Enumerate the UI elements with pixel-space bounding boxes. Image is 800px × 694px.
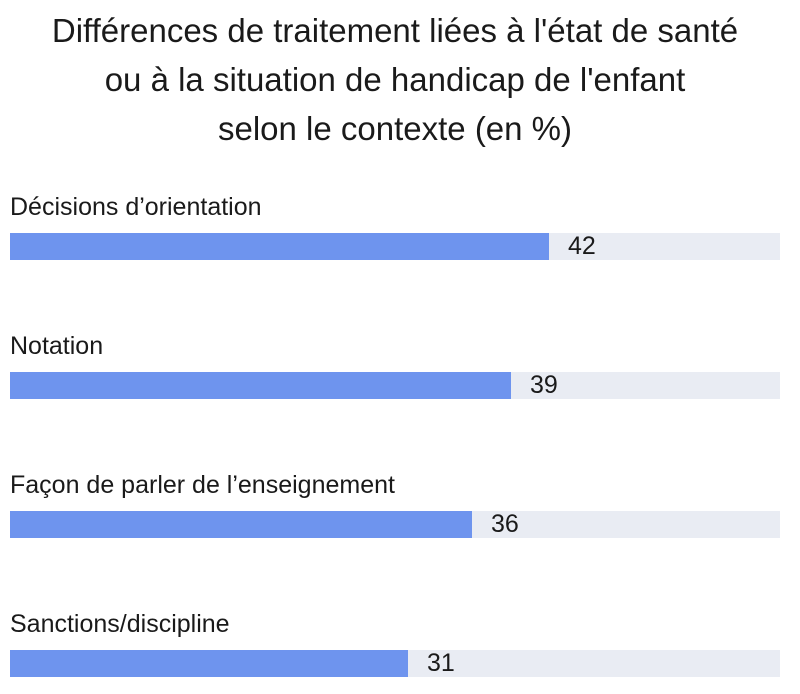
- category-label: Décisions d’orientation: [10, 193, 262, 221]
- bar-row: Façon de parler de l’enseignement 36: [10, 470, 780, 538]
- data-label: 36: [491, 510, 519, 538]
- bar: [10, 511, 472, 538]
- chart-title-line-2: ou à la situation de handicap de l'enfan…: [104, 61, 686, 98]
- category-label: Notation: [10, 332, 104, 360]
- bar-row: Sanctions/discipline 31: [10, 609, 780, 677]
- bar-track: 39: [10, 372, 780, 399]
- bar-track: 42: [10, 233, 780, 260]
- chart-title-line-1: Différences de traitement liées à l'état…: [51, 12, 739, 49]
- bar: [10, 650, 408, 677]
- bar: [10, 372, 511, 399]
- bar-track: 36: [10, 511, 780, 538]
- data-label: 39: [530, 371, 558, 399]
- bar-row: Notation 39: [10, 331, 780, 399]
- bar-track: 31: [10, 650, 780, 677]
- data-label: 31: [427, 649, 455, 677]
- category-label: Sanctions/discipline: [10, 610, 230, 638]
- category-label: Façon de parler de l’enseignement: [10, 471, 395, 499]
- bar-row: Décisions d’orientation 42: [10, 192, 780, 260]
- chart-title-line-3: selon le contexte (en %): [217, 110, 573, 147]
- chart-title: Différences de traitement liées à l'état…: [0, 6, 790, 153]
- bar: [10, 233, 549, 260]
- data-label: 42: [568, 232, 596, 260]
